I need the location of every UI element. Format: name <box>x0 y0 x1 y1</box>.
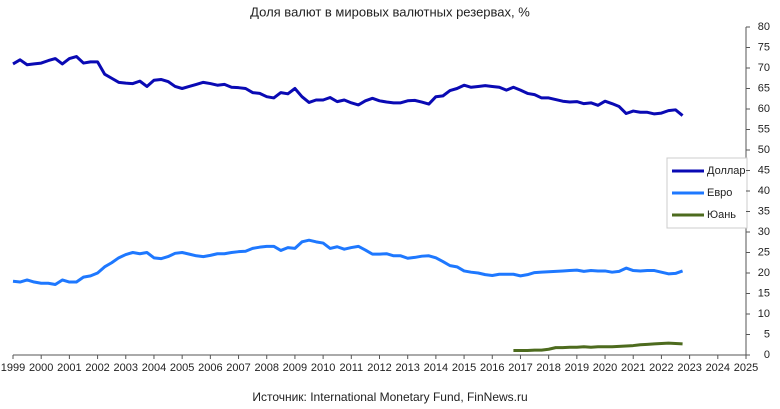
y-tick-label: 75 <box>758 41 770 53</box>
y-tick-label: 35 <box>758 205 770 217</box>
x-tick-label: 2009 <box>283 362 307 374</box>
x-tick-label: 2011 <box>339 362 363 374</box>
x-tick-label: 2006 <box>198 362 222 374</box>
y-tick-label: 20 <box>758 267 770 279</box>
x-tick-label: 1999 <box>1 362 25 374</box>
x-tick-label: 2003 <box>114 362 138 374</box>
x-tick-label: 2013 <box>395 362 419 374</box>
source: Источник: International Monetary Fund, F… <box>252 390 527 404</box>
y-tick-label: 40 <box>758 185 770 197</box>
y-tick-label: 5 <box>764 328 770 340</box>
y-tick-label: 10 <box>758 308 770 320</box>
x-tick-label: 2012 <box>367 362 391 374</box>
y-tick-label: 0 <box>764 349 770 361</box>
x-tick-label: 2018 <box>536 362 560 374</box>
x-tick-label: 2024 <box>706 362 730 374</box>
x-tick-label: 2016 <box>480 362 504 374</box>
legend-label: Юань <box>707 209 736 221</box>
x-tick-label: 2000 <box>29 362 53 374</box>
x-tick-label: 2019 <box>565 362 589 374</box>
x-tick-label: 2014 <box>424 362 448 374</box>
y-tick-label: 45 <box>758 164 770 176</box>
x-tick-label: 2025 <box>734 362 758 374</box>
y-tick-label: 55 <box>758 123 770 135</box>
series-line <box>513 341 683 352</box>
x-tick-label: 2005 <box>170 362 194 374</box>
x-tick-label: 2020 <box>593 362 617 374</box>
x-tick-label: 2022 <box>649 362 673 374</box>
legend-label: Евро <box>707 187 732 199</box>
x-tick-label: 2004 <box>142 362 166 374</box>
x-tick-label: 2023 <box>677 362 701 374</box>
y-tick-label: 25 <box>758 246 770 258</box>
y-tick-label: 60 <box>758 103 770 115</box>
x-tick-label: 2001 <box>57 362 81 374</box>
y-tick-label: 65 <box>758 82 770 94</box>
y-tick-label: 80 <box>758 21 770 33</box>
x-tick-label: 2015 <box>452 362 476 374</box>
series-line <box>12 238 684 286</box>
x-tick-label: 2007 <box>226 362 250 374</box>
series-line <box>12 55 684 117</box>
y-tick-label: 30 <box>758 226 770 238</box>
x-tick-label: 2021 <box>621 362 645 374</box>
x-tick-label: 2010 <box>311 362 335 374</box>
y-tick-label: 15 <box>758 287 770 299</box>
x-tick-label: 2008 <box>254 362 278 374</box>
x-tick-label: 2017 <box>508 362 532 374</box>
y-tick-label: 50 <box>758 144 770 156</box>
legend-label: Доллар <box>707 165 746 177</box>
x-tick-label: 2002 <box>85 362 109 374</box>
y-tick-label: 70 <box>758 62 770 74</box>
chart-title: Доля валют в мировых валютных резервах, … <box>250 4 530 19</box>
